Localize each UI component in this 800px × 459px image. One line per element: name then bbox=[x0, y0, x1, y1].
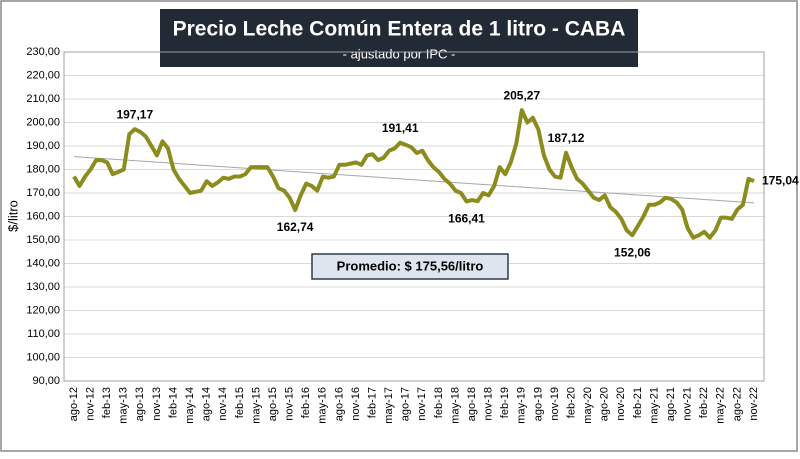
title-box bbox=[160, 9, 638, 67]
y-tick-label: 220,00 bbox=[26, 69, 60, 81]
x-tick-label: feb-18 bbox=[433, 387, 445, 418]
data-label: 166,41 bbox=[448, 212, 485, 226]
x-tick-label: nov-14 bbox=[217, 387, 229, 421]
x-tick-label: nov-21 bbox=[682, 387, 694, 421]
data-label: 205,27 bbox=[503, 88, 540, 102]
x-tick-label: ago-19 bbox=[532, 387, 544, 421]
data-label: 152,06 bbox=[614, 245, 651, 259]
x-tick-label: may-16 bbox=[317, 387, 329, 424]
y-tick-label: 120,00 bbox=[26, 304, 60, 316]
x-tick-label: ago-17 bbox=[400, 387, 412, 421]
data-label: 197,17 bbox=[116, 107, 153, 121]
x-tick-label: feb-20 bbox=[565, 387, 577, 418]
x-tick-label: ago-13 bbox=[134, 387, 146, 421]
x-tick-label: feb-14 bbox=[167, 387, 179, 418]
chart-title: Precio Leche Común Entera de 1 litro - C… bbox=[173, 18, 626, 41]
x-tick-label: may-18 bbox=[449, 387, 461, 424]
x-tick-label: nov-18 bbox=[483, 387, 495, 421]
x-tick-label: nov-12 bbox=[84, 387, 96, 421]
average-box bbox=[311, 253, 509, 280]
x-tick-label: may-13 bbox=[118, 387, 130, 424]
y-tick-label: 200,00 bbox=[26, 116, 60, 128]
y-tick-label: 90,00 bbox=[32, 375, 60, 387]
y-tick-label: 170,00 bbox=[26, 187, 60, 199]
trend-line bbox=[73, 156, 755, 204]
x-tick-label: nov-15 bbox=[284, 387, 296, 421]
x-tick-label: ago-21 bbox=[665, 387, 677, 421]
x-tick-label: may-21 bbox=[648, 387, 660, 424]
y-tick-label: 210,00 bbox=[26, 93, 60, 105]
data-label: 191,41 bbox=[382, 121, 419, 135]
x-tick-label: feb-22 bbox=[698, 387, 710, 418]
y-tick-label: 100,00 bbox=[26, 351, 60, 363]
data-line bbox=[72, 108, 755, 240]
y-tick-label: 140,00 bbox=[26, 257, 60, 269]
grid bbox=[63, 51, 765, 382]
x-tick-label: nov-13 bbox=[151, 387, 163, 421]
x-tick-label: ago-15 bbox=[267, 387, 279, 421]
x-tick-label: feb-21 bbox=[632, 387, 644, 418]
y-axis-label: $/litro bbox=[5, 200, 20, 232]
x-tick-label: feb-16 bbox=[300, 387, 312, 418]
x-tick-label: may-14 bbox=[184, 387, 196, 424]
x-tick-label: may-17 bbox=[383, 387, 395, 424]
x-tick-label: ago-18 bbox=[466, 387, 478, 421]
x-tick-label: nov-22 bbox=[748, 387, 760, 421]
data-label: 162,74 bbox=[277, 220, 314, 234]
marks bbox=[72, 108, 755, 240]
data-label: 175,04 bbox=[762, 173, 799, 187]
y-tick-label: 180,00 bbox=[26, 163, 60, 175]
x-tick-label: feb-13 bbox=[101, 387, 113, 418]
x-tick-label: may-22 bbox=[715, 387, 727, 424]
y-tick-label: 160,00 bbox=[26, 210, 60, 222]
x-tick-label: may-19 bbox=[516, 387, 528, 424]
y-tick-label: 230,00 bbox=[26, 46, 60, 58]
x-tick-label: nov-19 bbox=[549, 387, 561, 421]
x-tick-label: nov-20 bbox=[615, 387, 627, 421]
y-tick-label: 190,00 bbox=[26, 140, 60, 152]
x-tick-label: nov-16 bbox=[350, 387, 362, 421]
x-tick-label: may-15 bbox=[250, 387, 262, 424]
x-tick-label: ago-16 bbox=[333, 387, 345, 421]
x-tick-label: feb-15 bbox=[234, 387, 246, 418]
x-tick-label: ago-22 bbox=[731, 387, 743, 421]
x-tick-label: feb-19 bbox=[499, 387, 511, 418]
y-tick-label: 150,00 bbox=[26, 234, 60, 246]
x-tick-label: may-20 bbox=[582, 387, 594, 424]
average-label: Promedio: $ 175,56/litro bbox=[337, 258, 484, 273]
chart-subtitle: - ajustado por IPC - bbox=[343, 46, 456, 61]
x-tick-label: nov-17 bbox=[416, 387, 428, 421]
x-tick-label: ago-12 bbox=[68, 387, 80, 421]
data-label: 187,12 bbox=[548, 131, 585, 145]
y-tick-label: 110,00 bbox=[27, 328, 60, 340]
x-tick-label: feb-17 bbox=[366, 387, 378, 418]
y-tick-label: 130,00 bbox=[26, 281, 60, 293]
x-tick-label: ago-14 bbox=[201, 387, 213, 421]
x-tick-label: ago-20 bbox=[599, 387, 611, 421]
plot-frame bbox=[63, 51, 765, 382]
